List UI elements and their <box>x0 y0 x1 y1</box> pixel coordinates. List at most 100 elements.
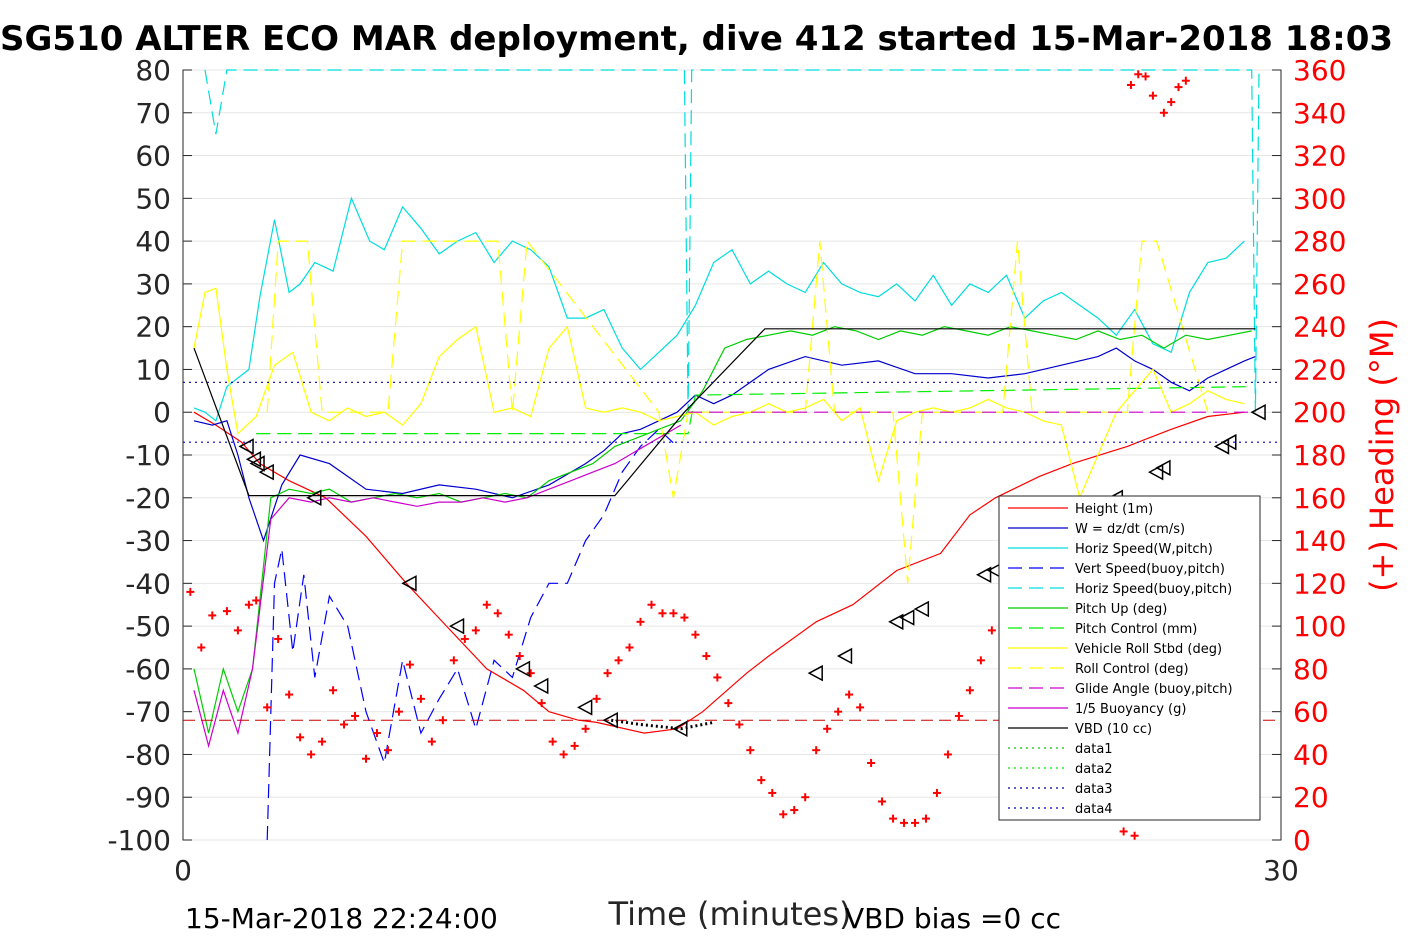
legend-entry: data2 <box>1075 762 1113 777</box>
heading-point <box>812 746 821 755</box>
y-tick-label: -60 <box>125 653 171 686</box>
heading-point <box>911 818 919 827</box>
heading-point <box>416 694 425 703</box>
heading-point <box>307 750 316 759</box>
y-right-tick-label: 280 <box>1293 225 1346 258</box>
heading-point <box>603 669 612 678</box>
heading-point <box>263 703 272 712</box>
y-right-axis-label: (+) Heading (°M) <box>1363 318 1401 592</box>
heading-point <box>790 806 799 815</box>
heading-point <box>526 669 535 678</box>
y-tick-label: 40 <box>135 225 171 258</box>
y-tick-label: -40 <box>125 567 171 600</box>
heading-point <box>482 600 491 609</box>
bottom-segment <box>611 718 714 731</box>
heading-point <box>351 711 360 720</box>
heading-point <box>515 652 524 661</box>
heading-point <box>1126 80 1135 89</box>
heading-point <box>274 634 283 643</box>
heading-point <box>537 699 546 708</box>
y-tick-label: 10 <box>135 353 171 386</box>
heading-point <box>965 686 974 695</box>
y-tick-label: 20 <box>135 311 171 344</box>
heading-point <box>943 750 952 759</box>
heading-point <box>570 741 579 750</box>
y-tick-label: -10 <box>125 439 171 472</box>
triangle-marker <box>514 660 531 678</box>
legend-entry: Height (1m) <box>1075 502 1153 517</box>
heading-point <box>636 617 645 626</box>
triangle-marker <box>1221 433 1237 451</box>
y-right-tick-label: 300 <box>1293 182 1346 215</box>
y-right-tick-label: 360 <box>1293 54 1346 87</box>
heading-point <box>691 630 700 639</box>
heading-point <box>1141 72 1150 81</box>
heading-point <box>987 626 996 635</box>
heading-point <box>1148 91 1157 100</box>
triangle-marker <box>1213 438 1230 455</box>
heading-point <box>834 707 843 716</box>
heading-point <box>1174 83 1183 92</box>
series-line-11 <box>193 328 1256 497</box>
heading-point <box>362 754 370 763</box>
y-right-tick-label: 140 <box>1293 525 1346 558</box>
triangle-marker <box>1147 463 1164 481</box>
y-tick-label: -100 <box>107 824 171 857</box>
legend-entry: data4 <box>1075 802 1113 817</box>
legend-entry: Horiz Speed(buoy,pitch) <box>1075 582 1232 597</box>
triangle-marker <box>306 489 322 507</box>
heading-point <box>296 733 305 742</box>
heading-point <box>329 686 338 695</box>
y-right-tick-label: 180 <box>1293 439 1346 472</box>
heading-point <box>878 797 887 806</box>
y-tick-label: 50 <box>135 182 171 215</box>
heading-point <box>680 613 689 622</box>
y-right-tick-label: 40 <box>1293 738 1329 771</box>
heading-point <box>318 737 327 746</box>
series-line-5 <box>193 326 1252 734</box>
heading-point <box>372 729 381 738</box>
heading-point <box>252 596 261 605</box>
heading-point <box>394 707 403 716</box>
heading-point <box>735 720 744 729</box>
triangle-marker <box>1155 459 1171 477</box>
heading-point <box>900 818 909 827</box>
y-right-tick-labels: 3603403203002802602402202001801601401201… <box>1293 54 1346 857</box>
heading-point <box>244 600 253 609</box>
heading-point <box>954 711 963 720</box>
heading-point <box>340 720 349 729</box>
heading-point <box>768 788 777 797</box>
heading-point <box>669 609 678 618</box>
heading-point <box>801 793 810 802</box>
legend-box <box>998 495 1261 821</box>
triangle-marker <box>1250 403 1266 421</box>
y-tick-label: -70 <box>125 696 171 729</box>
triangle-marker <box>238 438 254 455</box>
heading-point <box>592 694 601 703</box>
heading-point <box>1130 831 1139 840</box>
triangle-marker <box>975 566 992 584</box>
y-right-tick-label: 80 <box>1293 653 1329 686</box>
heading-point <box>856 703 865 712</box>
y-right-tick-label: 120 <box>1293 567 1346 600</box>
y-right-tick-label: 220 <box>1293 353 1346 386</box>
legend-entry: Vehicle Roll Stbd (deg) <box>1075 642 1222 657</box>
heading-point <box>197 643 206 652</box>
heading-point <box>889 814 898 823</box>
y-tick-label: 70 <box>135 97 171 130</box>
legend-entry: Pitch Control (mm) <box>1075 622 1197 637</box>
triangle-marker <box>401 575 417 592</box>
triangle-marker <box>888 613 904 631</box>
heading-point <box>427 737 436 746</box>
y-right-tick-label: 320 <box>1293 140 1346 173</box>
heading-point <box>658 609 667 618</box>
heading-point <box>702 652 711 661</box>
x-tick-label: 0 <box>174 854 192 887</box>
y-tick-label: 60 <box>135 140 171 173</box>
legend-entry: W = dz/dt (cm/s) <box>1075 522 1185 537</box>
heading-point <box>471 626 480 635</box>
y-tick-label: -50 <box>125 610 171 643</box>
heading-point <box>746 746 755 755</box>
y-right-tick-label: 60 <box>1293 696 1329 729</box>
heading-point <box>438 716 447 725</box>
